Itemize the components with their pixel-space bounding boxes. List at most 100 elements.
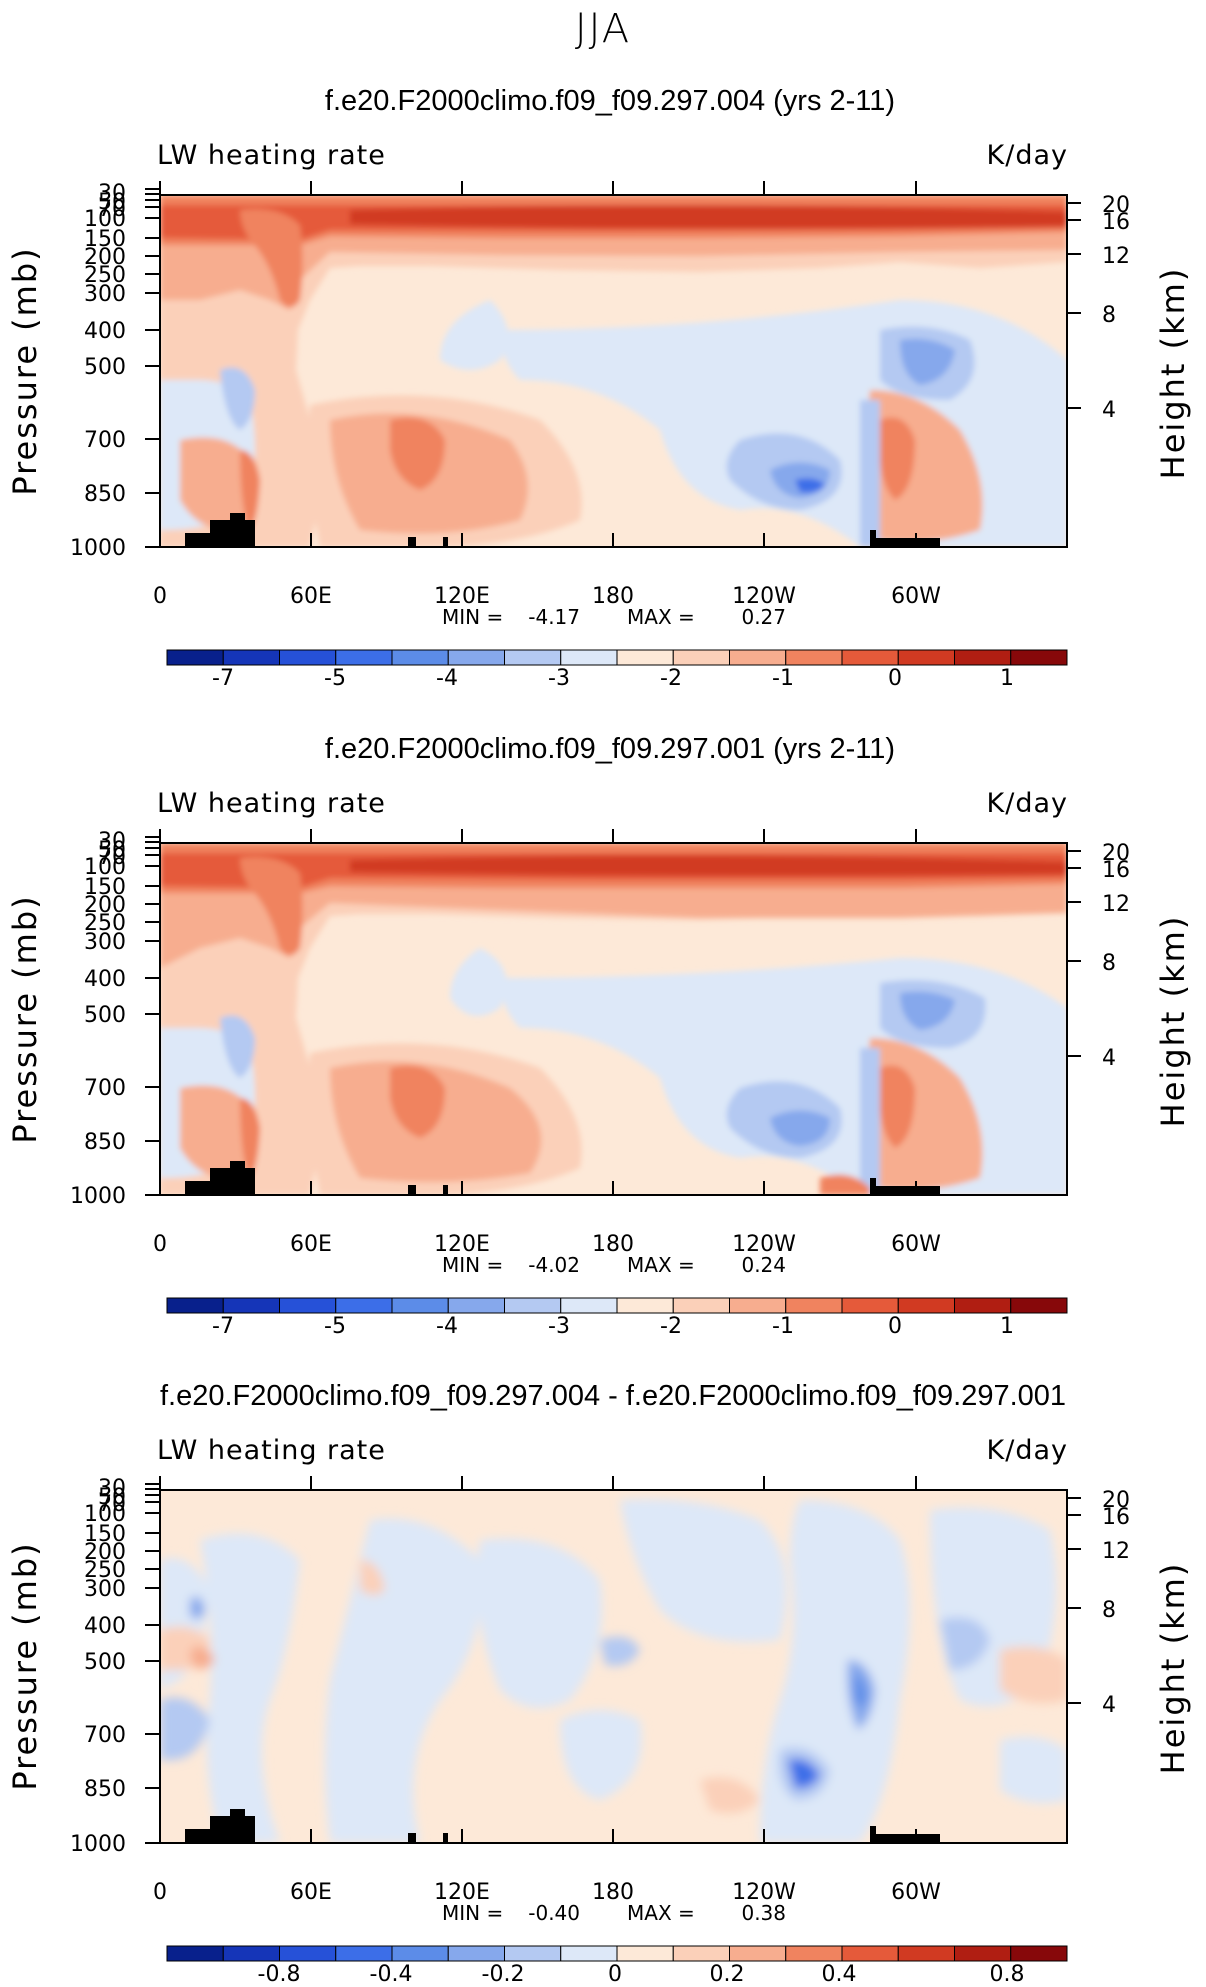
- pressure-tick-label: 100: [84, 1502, 126, 1527]
- height-tick-label: 12: [1102, 892, 1130, 917]
- x-ticks: [159, 181, 917, 547]
- pressure-tick-label: 30: [98, 829, 126, 854]
- height-tick-label: 4: [1102, 398, 1116, 423]
- colorbar-label: -1: [772, 666, 794, 691]
- colorbar-swatch: [672, 1297, 730, 1314]
- y-axis-label-right: Height (km): [1154, 1562, 1192, 1775]
- units-label: K/day: [987, 788, 1068, 819]
- colorbar: [166, 1297, 1068, 1314]
- max-value: 0.24: [741, 1253, 786, 1277]
- colorbar-label: 0: [608, 1962, 622, 1987]
- colorbar-swatch: [504, 649, 562, 666]
- pressure-tick-label: 850: [84, 1777, 126, 1802]
- height-tick-label: 8: [1102, 1598, 1116, 1623]
- colorbar-swatch: [335, 649, 393, 666]
- y-axis-label-right: Height (km): [1154, 915, 1192, 1128]
- colorbar-swatch: [841, 1297, 899, 1314]
- pressure-tick-label: 100: [84, 855, 126, 880]
- panel-title: f.e20.F2000climo.f09_f09.297.004 (yrs 2-…: [325, 85, 895, 117]
- pressure-tick-label: 300: [84, 930, 126, 955]
- colorbar-label: -3: [548, 1314, 570, 1339]
- x-tick-label: 60E: [290, 584, 332, 609]
- colorbar-swatch: [447, 1297, 505, 1314]
- pressure-tick-label: 400: [84, 319, 126, 344]
- x-tick-label: 120E: [434, 1232, 490, 1257]
- pressure-tick-label: 1000: [70, 1832, 126, 1857]
- contour-field: [160, 843, 1067, 1195]
- x-tick-label: 0: [153, 1232, 167, 1257]
- colorbar-swatch: [672, 1945, 730, 1962]
- height-tick-label: 12: [1102, 1539, 1130, 1564]
- colorbar-label: -0.2: [482, 1962, 525, 1987]
- colorbar-swatch: [954, 1945, 1012, 1962]
- colorbar-swatch: [560, 649, 618, 666]
- colorbar-swatch: [1010, 1945, 1068, 1962]
- colorbar-labels: -0.8 -0.4 -0.2 0 0.2 0.4 0.8: [258, 1962, 1025, 1987]
- colorbar-label: -7: [212, 1314, 234, 1339]
- colorbar-swatch: [785, 649, 843, 666]
- colorbar-label: -3: [548, 666, 570, 691]
- pressure-tick-label: 50: [98, 1485, 126, 1510]
- height-tick-label: 16: [1102, 858, 1130, 883]
- height-tick-label: 12: [1102, 244, 1130, 269]
- x-tick-label: 0: [153, 1880, 167, 1905]
- colorbar-label: -7: [212, 666, 234, 691]
- pressure-tick-label: 400: [84, 967, 126, 992]
- x-tick-label: 120W: [732, 1232, 796, 1257]
- x-tick-label: 60W: [891, 584, 941, 609]
- height-tick-label: 20: [1102, 841, 1130, 866]
- pressure-tick-label: 300: [84, 282, 126, 307]
- colorbar-label: -4: [436, 666, 458, 691]
- panel-title: f.e20.F2000climo.f09_f09.297.004 - f.e20…: [160, 1380, 1066, 1412]
- colorbar-swatch: [897, 1297, 955, 1314]
- pressure-tick-label: 30: [98, 1476, 126, 1501]
- panel-2: f.e20.F2000climo.f09_f09.297.001 (yrs 2-…: [6, 733, 1192, 1339]
- min-label: MIN =: [442, 605, 503, 629]
- max-value: 0.38: [741, 1901, 786, 1925]
- colorbar-swatch: [279, 1945, 337, 1962]
- x-tick-label: 60E: [290, 1232, 332, 1257]
- colorbar-swatch: [897, 649, 955, 666]
- colorbar-labels: -7 -5 -4 -3 -2 -1 0 1: [212, 1314, 1014, 1339]
- pressure-tick-label: 850: [84, 482, 126, 507]
- max-label: MAX =: [627, 605, 695, 629]
- colorbar-swatch: [391, 1945, 449, 1962]
- colorbar-swatch: [391, 1297, 449, 1314]
- colorbar-swatch: [222, 649, 280, 666]
- pressure-tick-labels: 30 50 70 100 150 200 250 300 400 500 700…: [70, 1476, 126, 1857]
- pressure-tick-label: 150: [84, 1522, 126, 1547]
- colorbar-label: 0.4: [822, 1962, 857, 1987]
- height-tick-label: 16: [1102, 1505, 1130, 1530]
- pressure-tick-label: 1000: [70, 1184, 126, 1209]
- pressure-ticks: [145, 1483, 160, 1844]
- y-axis-label-right: Height (km): [1154, 267, 1192, 480]
- pressure-ticks: [145, 188, 160, 548]
- pressure-tick-label: 150: [84, 227, 126, 252]
- pressure-tick-label: 250: [84, 263, 126, 288]
- colorbar-swatch: [166, 1297, 224, 1314]
- min-label: MIN =: [442, 1901, 503, 1925]
- x-ticks: [159, 1476, 917, 1843]
- pressure-tick-label: 150: [84, 875, 126, 900]
- x-tick-label: 120W: [732, 1880, 796, 1905]
- colorbar-swatch: [166, 649, 224, 666]
- pressure-tick-label: 500: [84, 355, 126, 380]
- height-tick-label: 8: [1102, 951, 1116, 976]
- pressure-tick-label: 70: [98, 845, 126, 870]
- max-label: MAX =: [627, 1901, 695, 1925]
- pressure-tick-label: 200: [84, 1540, 126, 1565]
- x-tick-label: 60W: [891, 1232, 941, 1257]
- colorbar-label: -0.8: [258, 1962, 301, 1987]
- height-tick-label: 4: [1102, 1046, 1116, 1071]
- panel-1: f.e20.F2000climo.f09_f09.297.004 (yrs 2-…: [6, 85, 1192, 691]
- colorbar-label: -0.4: [370, 1962, 413, 1987]
- height-tick-label: 4: [1102, 1693, 1116, 1718]
- colorbar-swatch: [954, 1297, 1012, 1314]
- pressure-tick-label: 700: [84, 428, 126, 453]
- y-axis-label: Pressure (mb): [6, 894, 44, 1143]
- height-ticks: [1067, 202, 1081, 409]
- min-value: -4.17: [528, 605, 580, 629]
- pressure-tick-label: 1000: [70, 536, 126, 561]
- colorbar-swatch: [335, 1945, 393, 1962]
- min-value: -4.02: [528, 1253, 580, 1277]
